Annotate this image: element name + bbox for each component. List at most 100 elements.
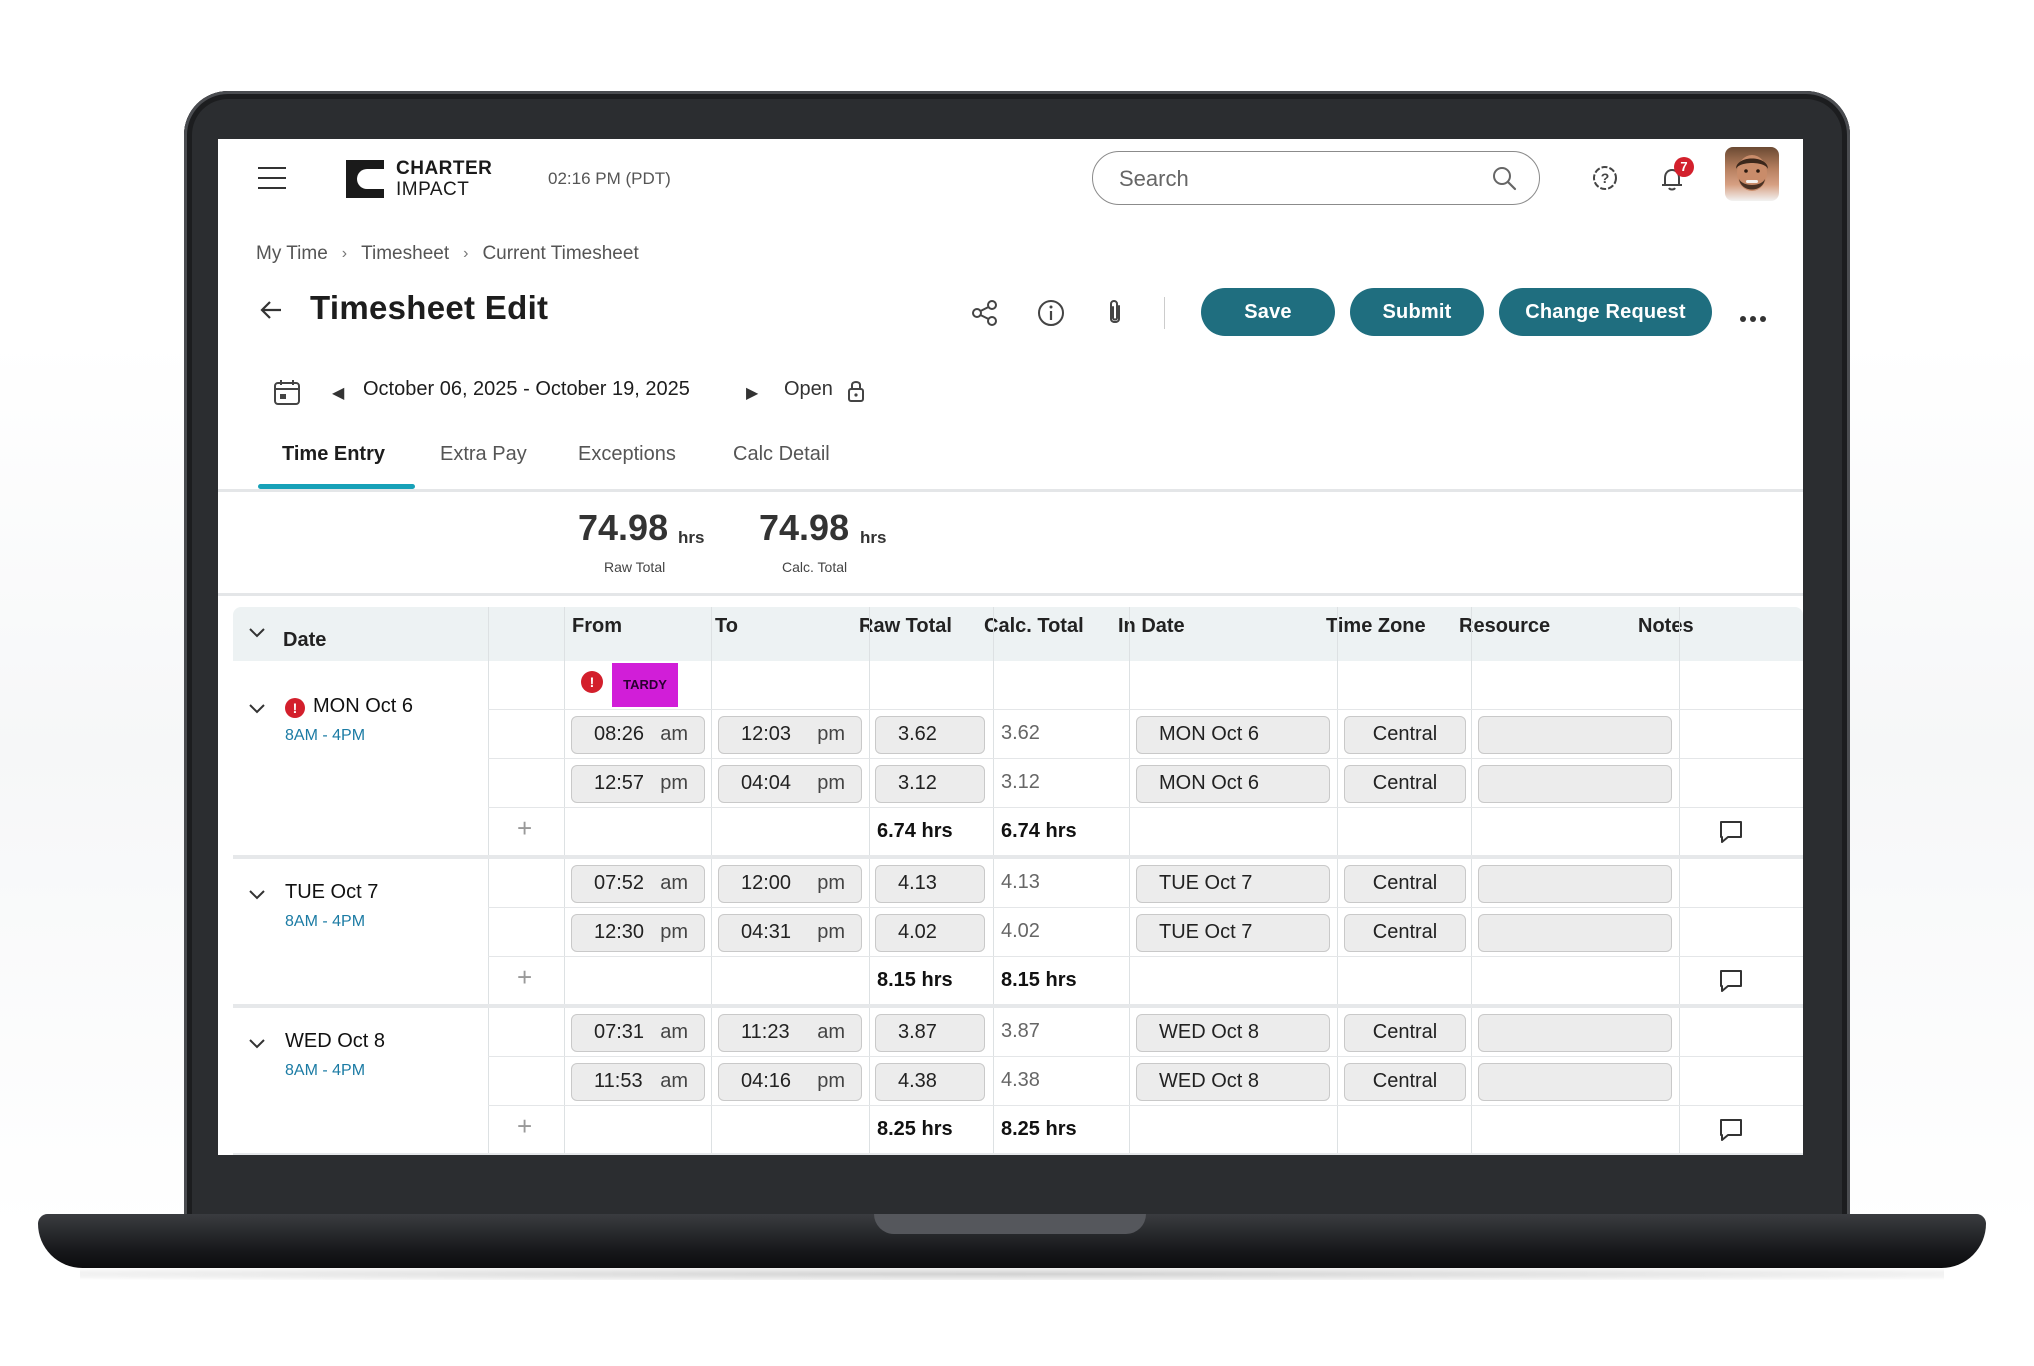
col-in-date[interactable]: In Date xyxy=(1118,615,1185,637)
to-ampm[interactable]: pm xyxy=(817,723,845,745)
from-time-input[interactable]: 12:30 pm xyxy=(571,914,705,952)
resource-select[interactable] xyxy=(1478,765,1672,803)
tardy-badge[interactable]: TARDY xyxy=(612,663,678,707)
time-zone-select[interactable]: Central xyxy=(1344,1063,1466,1101)
raw-total-input[interactable]: 4.02 xyxy=(875,914,985,952)
day-collapse-chevron-icon[interactable] xyxy=(247,887,267,903)
to-time-input[interactable]: 12:00 pm xyxy=(718,865,862,903)
add-entry-icon[interactable]: + xyxy=(517,962,533,992)
day-label: WED Oct 8 xyxy=(285,1030,386,1052)
from-ampm[interactable]: am xyxy=(660,1070,688,1092)
raw-total-input[interactable]: 3.87 xyxy=(875,1014,985,1052)
col-from[interactable]: From xyxy=(572,615,622,637)
in-date-select[interactable]: MON Oct 6 xyxy=(1136,716,1330,754)
submit-button[interactable]: Submit xyxy=(1350,288,1484,336)
save-button[interactable]: Save xyxy=(1201,288,1335,336)
to-time-input[interactable]: 12:03 pm xyxy=(718,716,862,754)
in-date-select[interactable]: MON Oct 6 xyxy=(1136,765,1330,803)
scheduled-shift: 8AM - 4PM xyxy=(285,1062,366,1079)
from-ampm[interactable]: am xyxy=(660,872,688,894)
day-collapse-chevron-icon[interactable] xyxy=(247,1036,267,1052)
breadcrumb-my-time[interactable]: My Time xyxy=(256,243,328,264)
from-ampm[interactable]: am xyxy=(660,1021,688,1043)
tab-exceptions[interactable]: Exceptions xyxy=(578,443,676,465)
to-time-input[interactable]: 11:23 am xyxy=(718,1014,862,1052)
add-note-icon[interactable] xyxy=(1717,818,1745,846)
time-zone-select[interactable]: Central xyxy=(1344,914,1466,952)
resource-select[interactable] xyxy=(1478,716,1672,754)
from-time-input[interactable]: 11:53 am xyxy=(571,1063,705,1101)
change-request-button[interactable]: Change Request xyxy=(1499,288,1712,336)
col-to[interactable]: To xyxy=(715,615,738,637)
time-zone-select[interactable]: Central xyxy=(1344,765,1466,803)
raw-total-input[interactable]: 4.13 xyxy=(875,865,985,903)
to-ampm[interactable]: pm xyxy=(817,872,845,894)
in-date-select[interactable]: TUE Oct 7 xyxy=(1136,914,1330,952)
calendar-icon[interactable] xyxy=(272,377,302,407)
from-time-input[interactable]: 07:52 am xyxy=(571,865,705,903)
from-ampm[interactable]: pm xyxy=(660,772,688,794)
col-raw-total[interactable]: Raw Total xyxy=(859,615,952,637)
to-time-input[interactable]: 04:04 pm xyxy=(718,765,862,803)
in-date-select[interactable]: WED Oct 8 xyxy=(1136,1063,1330,1101)
back-arrow-icon[interactable] xyxy=(258,297,284,323)
in-date-select[interactable]: TUE Oct 7 xyxy=(1136,865,1330,903)
tab-extra-pay[interactable]: Extra Pay xyxy=(440,443,527,465)
in-date-select[interactable]: WED Oct 8 xyxy=(1136,1014,1330,1052)
to-ampm[interactable]: pm xyxy=(817,772,845,794)
to-ampm[interactable]: pm xyxy=(817,921,845,943)
col-calc-total[interactable]: Calc. Total xyxy=(984,615,1084,637)
more-options-icon[interactable] xyxy=(1740,309,1770,327)
column-divider xyxy=(1679,607,1680,1155)
time-zone-select[interactable]: Central xyxy=(1344,1014,1466,1052)
time-zone-select[interactable]: Central xyxy=(1344,865,1466,903)
tab-time-entry[interactable]: Time Entry xyxy=(282,443,385,465)
raw-total-input[interactable]: 3.12 xyxy=(875,765,985,803)
search-input[interactable] xyxy=(1117,162,1461,196)
day-divider xyxy=(233,1153,1803,1155)
search-icon[interactable] xyxy=(1491,165,1517,191)
add-note-icon[interactable] xyxy=(1717,1116,1745,1144)
menu-icon[interactable] xyxy=(258,163,288,193)
from-ampm[interactable]: am xyxy=(660,723,688,745)
from-ampm[interactable]: pm xyxy=(660,921,688,943)
raw-total-input[interactable]: 3.62 xyxy=(875,716,985,754)
col-time-zone[interactable]: Time Zone xyxy=(1326,615,1426,637)
col-notes[interactable]: Notes xyxy=(1638,615,1694,637)
previous-period-icon[interactable]: ◀ xyxy=(332,385,345,402)
add-entry-icon[interactable]: + xyxy=(517,813,533,843)
row-divider xyxy=(488,1105,1803,1106)
from-time-input[interactable]: 07:31 am xyxy=(571,1014,705,1052)
resource-select[interactable] xyxy=(1478,914,1672,952)
avatar[interactable] xyxy=(1725,147,1779,201)
resource-select[interactable] xyxy=(1478,1063,1672,1101)
add-note-icon[interactable] xyxy=(1717,967,1745,995)
collapse-all-chevron-icon[interactable] xyxy=(247,625,267,641)
to-ampm[interactable]: am xyxy=(817,1021,845,1043)
resource-select[interactable] xyxy=(1478,1014,1672,1052)
share-icon[interactable] xyxy=(970,298,1000,328)
to-time-input[interactable]: 04:31 pm xyxy=(718,914,862,952)
day-collapse-chevron-icon[interactable] xyxy=(247,701,267,717)
from-time-input[interactable]: 12:57 pm xyxy=(571,765,705,803)
to-time-value: 12:00 xyxy=(741,872,792,894)
from-time-input[interactable]: 08:26 am xyxy=(571,716,705,754)
raw-total-input[interactable]: 4.38 xyxy=(875,1063,985,1101)
add-entry-icon[interactable]: + xyxy=(517,1111,533,1141)
time-zone-select[interactable]: Central xyxy=(1344,716,1466,754)
search-box[interactable] xyxy=(1092,151,1540,205)
attachment-icon[interactable] xyxy=(1102,298,1128,328)
tab-calc-detail[interactable]: Calc Detail xyxy=(733,443,830,465)
info-icon[interactable] xyxy=(1036,298,1066,328)
to-time-input[interactable]: 04:16 pm xyxy=(718,1063,862,1101)
bell-icon[interactable] xyxy=(1658,165,1686,193)
to-ampm[interactable]: pm xyxy=(817,1070,845,1092)
next-period-icon[interactable]: ▶ xyxy=(746,385,759,402)
breadcrumb-timesheet[interactable]: Timesheet xyxy=(361,243,450,264)
help-icon[interactable]: ? xyxy=(1591,164,1619,192)
logo-mark xyxy=(346,160,384,198)
day-calc-total: 6.74 hrs xyxy=(1001,820,1077,842)
col-resource[interactable]: Resource xyxy=(1459,615,1551,637)
resource-select[interactable] xyxy=(1478,865,1672,903)
col-date[interactable]: Date xyxy=(283,629,327,651)
